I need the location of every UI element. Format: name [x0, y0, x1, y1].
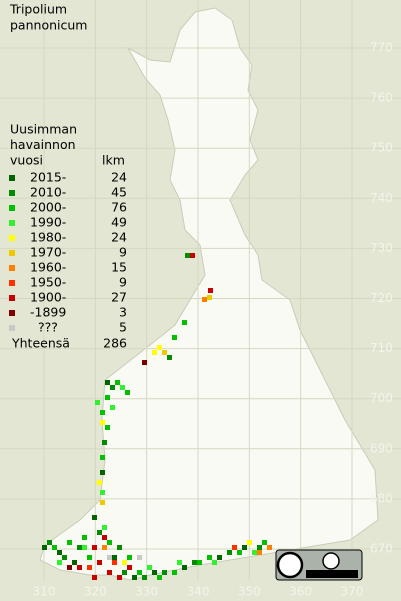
legend-swatch — [9, 235, 15, 241]
total-label: Yhteensä — [11, 336, 70, 351]
legend-count: 24 — [111, 230, 127, 245]
y-tick-label: 760 — [370, 91, 393, 105]
x-tick-label: 360 — [289, 585, 312, 599]
by-icon — [322, 552, 340, 570]
x-tick-label: 350 — [238, 585, 261, 599]
legend-count: 27 — [111, 290, 127, 305]
y-tick-label: 700 — [370, 391, 393, 405]
map-title: Tripolium — [9, 2, 67, 17]
legend-swatch — [9, 280, 15, 286]
legend-header: vuosi — [10, 153, 43, 168]
license-badge — [275, 549, 363, 581]
cc-icon — [276, 551, 304, 579]
legend-swatch — [9, 205, 15, 211]
x-tick-label: 370 — [341, 585, 364, 599]
legend-count: 9 — [119, 275, 127, 290]
legend-count: 5 — [119, 320, 127, 335]
legend-swatch — [9, 190, 15, 196]
finland-land — [39, 7, 379, 581]
legend-swatch — [9, 265, 15, 271]
legend-header: Uusimman — [10, 122, 77, 137]
grid — [0, 0, 401, 580]
legend-count: 45 — [111, 185, 127, 200]
legend-swatch — [9, 310, 15, 316]
total-count: 286 — [103, 336, 127, 351]
legend-label: 1980- — [30, 230, 66, 245]
legend-label: 1990- — [30, 215, 66, 230]
legend-label: 1960- — [30, 260, 66, 275]
count-header: lkm — [102, 153, 125, 168]
map-title: pannonicum — [10, 18, 87, 33]
legend-count: 49 — [111, 215, 127, 230]
y-tick-label: 770 — [370, 41, 393, 55]
y-tick-label: 730 — [370, 241, 393, 255]
y-tick-label: 720 — [370, 291, 393, 305]
legend-swatch — [9, 175, 15, 181]
x-tick-label: 340 — [187, 585, 210, 599]
legend-count: 15 — [111, 260, 127, 275]
legend-swatch — [9, 250, 15, 256]
legend-count: 3 — [119, 305, 127, 320]
cells-unknown — [107, 555, 142, 560]
occurrence-cells — [42, 253, 272, 580]
y-tick-label: 750 — [370, 141, 393, 155]
x-tick-label: 320 — [84, 585, 107, 599]
legend-header: havainnon — [10, 137, 76, 152]
legend-swatch — [9, 295, 15, 301]
legend-label: 2010- — [30, 185, 66, 200]
y-tick-label: 690 — [370, 441, 393, 455]
legend-label: ??? — [38, 320, 58, 335]
x-tick-label: 330 — [135, 585, 158, 599]
legend-label: 1970- — [30, 245, 66, 260]
legend-label: 1900- — [30, 290, 66, 305]
x-tick-label: 310 — [33, 585, 56, 599]
legend-count: 24 — [111, 170, 127, 185]
y-tick-label: 670 — [370, 542, 393, 556]
legend-count: 9 — [119, 245, 127, 260]
legend-swatch — [9, 325, 15, 331]
y-tick-label: 710 — [370, 341, 393, 355]
legend-swatch — [9, 220, 15, 226]
legend-label: -1899 — [30, 305, 66, 320]
y-tick-label: 680 — [370, 491, 393, 505]
badge-band — [306, 570, 358, 578]
legend-label: 2000- — [30, 200, 66, 215]
legend-count: 76 — [111, 200, 127, 215]
legend-label: 1950- — [30, 275, 66, 290]
legend-label: 2015- — [30, 170, 66, 185]
y-tick-label: 740 — [370, 191, 393, 205]
